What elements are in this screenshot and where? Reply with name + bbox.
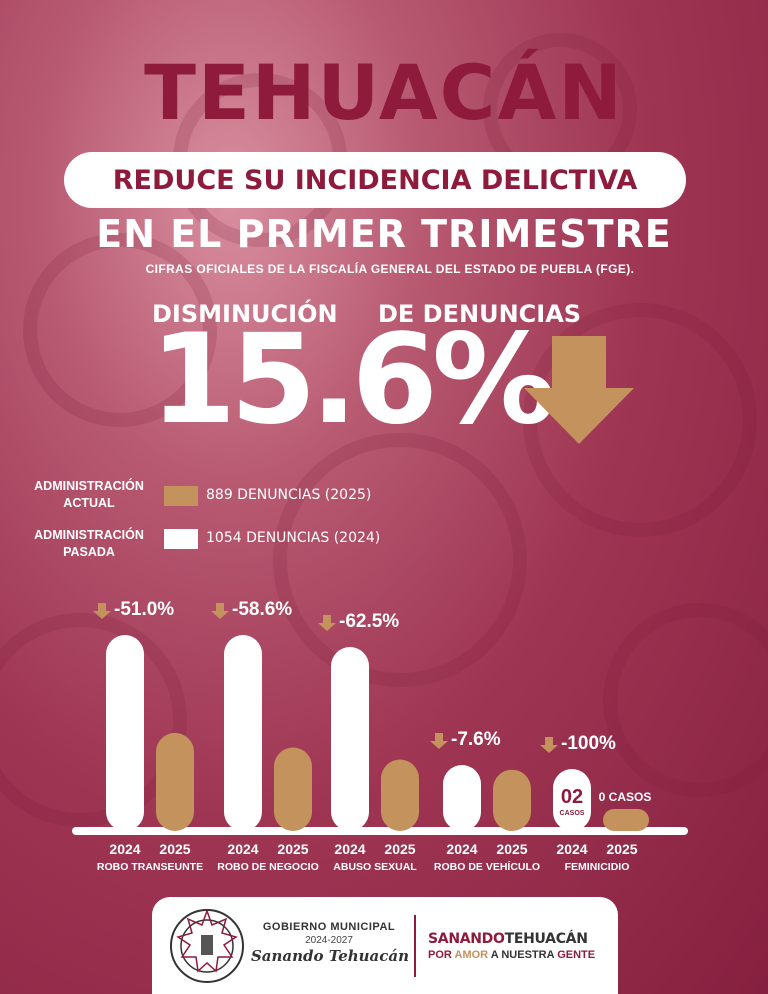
bar-2024-2	[224, 635, 262, 831]
headline-percentage: 15.6%	[150, 308, 556, 452]
feminicidio-2025-text: 0 CASOS	[599, 790, 652, 804]
footer-brand-word-4: AMOR	[454, 949, 489, 961]
change-label-2: -58.6%	[232, 599, 292, 620]
tick-label-2025-1: 2025	[159, 841, 190, 857]
footer-divider	[414, 915, 416, 977]
subtitle-secondary: EN EL PRIMER TRIMESTRE	[96, 212, 672, 256]
change-arrow-icon-1	[93, 603, 111, 619]
legend-past-label-line2: PASADA	[63, 544, 115, 559]
change-arrow-icon-5	[540, 737, 558, 753]
footer-brand-word-3: POR	[428, 949, 452, 961]
feminicidio-2024-value: 02	[561, 786, 583, 808]
footer-brand-line1: SANANDOTEHUACÁN	[428, 931, 588, 947]
tick-label-2024-2: 2024	[227, 841, 258, 857]
tick-label-2024-5: 2024	[556, 841, 587, 857]
change-arrow-icon-2	[211, 603, 229, 619]
subtitle-text: REDUCE SU INCIDENCIA DELICTIVA	[112, 164, 638, 196]
tick-label-2024-3: 2024	[334, 841, 365, 857]
legend-swatch-2024	[164, 529, 198, 549]
headline-label-left: DISMINUCIÓN	[152, 300, 338, 328]
feminicidio-2024-unit: CASOS	[560, 810, 585, 817]
subtitle-pill: REDUCE SU INCIDENCIA DELICTIVA	[64, 152, 686, 208]
bar-chart: 2024 2025 ROBO TRANSEUNTE -51.0% 2024 2025 ROB…	[72, 599, 688, 873]
legend-past-label: ADMINISTRACIÓN PASADA	[14, 527, 164, 561]
change-label-1: -51.0%	[114, 599, 174, 620]
bar-2024-5	[553, 769, 591, 831]
change-label-5: -100%	[561, 733, 616, 754]
footer-card: GOBIERNO MUNICIPAL 2024-2027 Sanando Teh…	[152, 897, 618, 994]
legend-past-text: 1054 DENUNCIAS (2024)	[206, 530, 381, 546]
footer-brand-word-1: SANANDO	[428, 931, 505, 947]
footer-brand-word-5: A NUESTRA	[490, 949, 555, 961]
bar-2024-3	[331, 647, 369, 831]
headline-label-right: DE DENUNCIAS	[378, 300, 582, 328]
change-arrow-icon-4	[430, 733, 448, 749]
tick-label-2025-5: 2025	[606, 841, 637, 857]
footer-years: 2024-2027	[305, 935, 353, 946]
category-label-1: ROBO TRANSEUNTE	[97, 861, 203, 873]
bar-2024-1	[106, 635, 144, 831]
source-note: CIFRAS OFICIALES DE LA FISCALÍA GENERAL …	[145, 262, 635, 276]
bar-2024-4	[443, 765, 481, 831]
down-arrow-icon	[524, 336, 634, 444]
category-label-4: ROBO DE VEHÍCULO	[434, 860, 540, 873]
tick-label-2025-3: 2025	[384, 841, 415, 857]
page-title: TEHUACÁN	[144, 48, 624, 137]
legend-swatch-2025	[164, 486, 198, 506]
legend-past-label-line1: ADMINISTRACIÓN	[34, 528, 144, 542]
legend-current-label: ADMINISTRACIÓN ACTUAL	[14, 478, 164, 512]
footer-brand-line2: POR AMOR A NUESTRA GENTE	[428, 949, 595, 961]
tick-label-2024-4: 2024	[446, 841, 477, 857]
footer-brand-word-2: TEHUACÁN	[504, 931, 588, 947]
category-label-3: ABUSO SEXUAL	[333, 861, 417, 873]
change-arrow-icon-3	[318, 615, 336, 631]
footer-slogan: Sanando Tehuacán	[250, 947, 410, 965]
bar-2025-3	[381, 759, 419, 831]
legend-current-label-line1: ADMINISTRACIÓN	[34, 479, 144, 493]
category-label-2: ROBO DE NEGOCIO	[217, 861, 319, 873]
change-label-4: -7.6%	[451, 729, 501, 750]
x-axis-line	[72, 827, 688, 835]
municipal-seal-icon	[170, 908, 244, 983]
tick-label-2024-1: 2024	[109, 841, 140, 857]
bar-2025-2	[274, 747, 312, 831]
footer-gov-label: GOBIERNO MUNICIPAL	[262, 921, 396, 933]
tick-label-2025-2: 2025	[277, 841, 308, 857]
bar-2025-1	[156, 732, 194, 831]
tick-label-2025-4: 2025	[496, 841, 527, 857]
bar-2025-4	[493, 769, 531, 831]
change-label-3: -62.5%	[339, 611, 399, 632]
legend-current-text: 889 DENUNCIAS (2025)	[206, 487, 372, 503]
bar-2025-5-placeholder	[603, 809, 649, 831]
footer-brand-word-6: GENTE	[557, 949, 596, 961]
legend-current-label-line2: ACTUAL	[63, 495, 115, 510]
category-label-5: FEMINICIDIO	[565, 861, 630, 873]
